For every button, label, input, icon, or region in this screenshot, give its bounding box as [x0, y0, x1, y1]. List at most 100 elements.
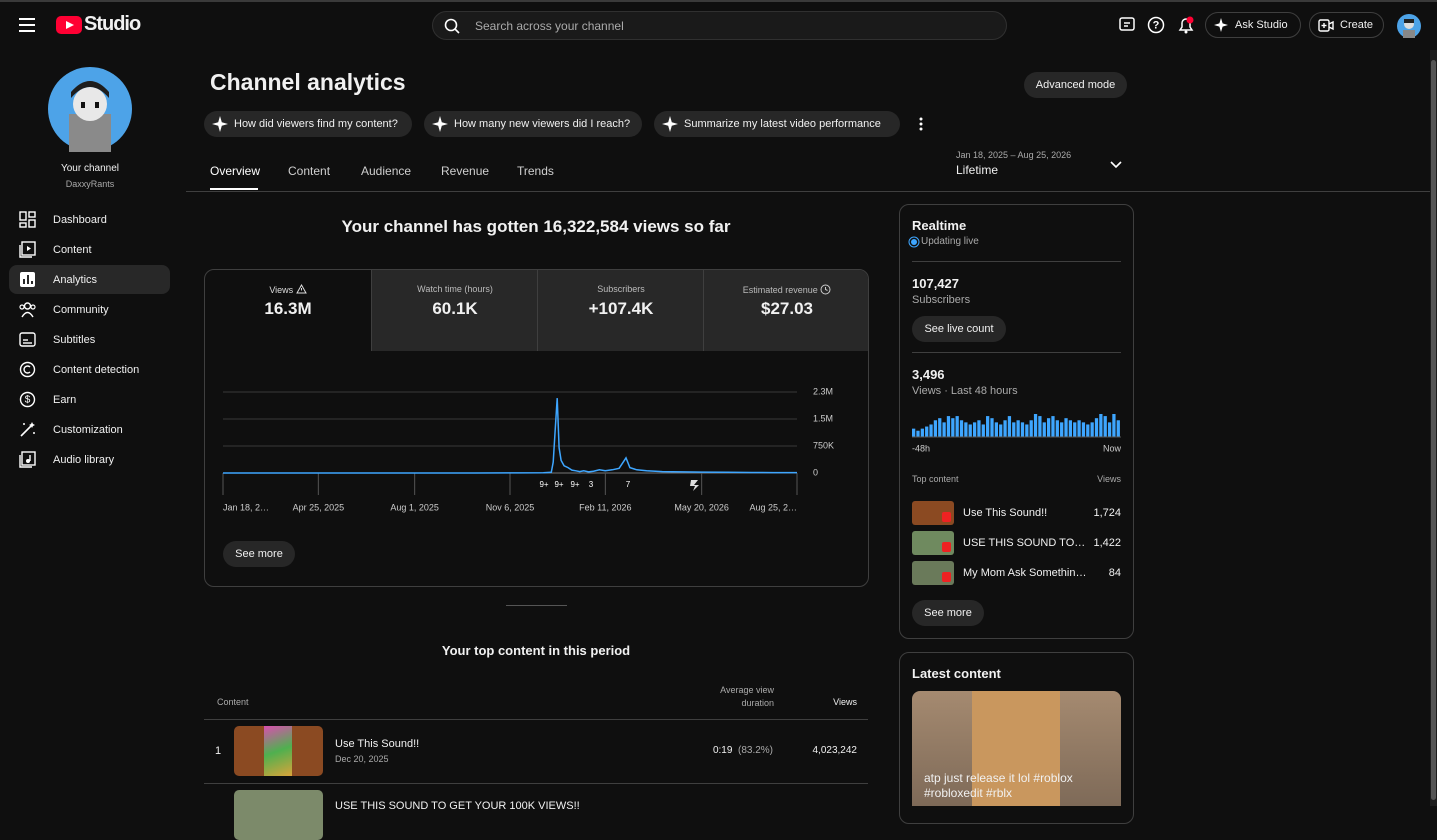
- upload-marker[interactable]: 9+: [554, 480, 563, 489]
- upload-marker[interactable]: 3: [589, 480, 594, 489]
- nav-item[interactable]: Dashboard: [9, 205, 170, 234]
- metric-label: Subscribers: [597, 284, 645, 294]
- metric-label-text: Views: [269, 285, 294, 295]
- create-label: Create: [1340, 19, 1374, 31]
- nav-item[interactable]: Content: [9, 235, 170, 264]
- y-tick-label: 1.5M: [813, 413, 833, 423]
- x-tick-label: Aug 1, 2025: [390, 502, 439, 512]
- see-more-button[interactable]: See more: [912, 600, 984, 626]
- bar: [1081, 422, 1086, 437]
- bar: [1038, 416, 1042, 437]
- metric-tile[interactable]: Watch time (hours) 60.1K: [371, 270, 538, 351]
- bar: [972, 422, 977, 437]
- metric-label: Watch time (hours): [417, 284, 493, 294]
- item-thumbnail[interactable]: [912, 531, 954, 555]
- item-title[interactable]: My Mom Ask Somethin…: [963, 567, 1087, 579]
- bar: [959, 420, 964, 437]
- prompt-chip[interactable]: Summarize my latest video performance: [654, 111, 900, 137]
- item-thumbnail[interactable]: [912, 561, 954, 585]
- table-divider: [204, 719, 868, 720]
- upload-marker[interactable]: 9+: [570, 480, 579, 489]
- video-title[interactable]: USE THIS SOUND TO GET YOUR 100K VIEWS!!: [335, 800, 580, 812]
- bar: [925, 426, 929, 437]
- account-avatar[interactable]: [1396, 13, 1422, 39]
- duration: 0:19: [712, 745, 733, 756]
- feedback-icon[interactable]: [1118, 16, 1136, 34]
- video-thumbnail[interactable]: [234, 726, 323, 776]
- metric-value: $27.03: [761, 299, 813, 318]
- search-box[interactable]: Search across your channel: [432, 11, 1007, 40]
- logo-icon[interactable]: [56, 16, 83, 35]
- shorts-badge: [942, 512, 951, 522]
- live-indicator: [908, 236, 920, 248]
- create-icon: [1318, 19, 1334, 32]
- tab[interactable]: Content: [288, 164, 331, 178]
- menu-button[interactable]: [19, 18, 37, 32]
- logo-text[interactable]: Studio: [84, 13, 141, 35]
- ask-studio-button[interactable]: Ask Studio: [1205, 12, 1301, 38]
- column-header: Views: [833, 697, 857, 707]
- top-content-label: Top content: [912, 474, 959, 484]
- shorts-marker[interactable]: [690, 480, 699, 491]
- nav-label: Dashboard: [53, 213, 107, 226]
- metric-value: +107.4K: [588, 299, 654, 318]
- realtime-title: Realtime: [912, 218, 967, 233]
- nav-item[interactable]: $ Earn: [9, 385, 170, 414]
- scrollbar-thumb[interactable]: [1431, 60, 1436, 800]
- bar: [964, 422, 968, 437]
- search-placeholder: Search across your channel: [475, 19, 624, 33]
- period[interactable]: Lifetime: [956, 163, 999, 177]
- nav-icon: [19, 211, 36, 228]
- overview-card: Views 16.3M Watch time (hours) 60.1K Subs…: [204, 269, 869, 587]
- more-button[interactable]: [917, 116, 925, 132]
- notifications-icon[interactable]: [1176, 15, 1196, 35]
- tab[interactable]: Trends: [517, 164, 554, 178]
- date-range[interactable]: Jan 18, 2025 – Aug 25, 2026: [956, 150, 1072, 160]
- x-tick-label: Now: [1103, 443, 1122, 453]
- nav-item[interactable]: Subtitles: [9, 325, 170, 354]
- channel-avatar[interactable]: [47, 66, 133, 152]
- item-title[interactable]: USE THIS SOUND TO…: [963, 537, 1086, 549]
- bar: [1112, 414, 1116, 437]
- tab-underline: [210, 188, 258, 190]
- create-button[interactable]: Create: [1309, 12, 1384, 38]
- nav-item[interactable]: Customization: [9, 415, 170, 444]
- ask-studio-label: Ask Studio: [1235, 19, 1288, 31]
- metric-tile[interactable]: Estimated revenue $27.03: [703, 270, 868, 351]
- card-divider: [912, 352, 1121, 353]
- video-title[interactable]: Use This Sound!!: [335, 738, 420, 750]
- thumbnail-art: [264, 726, 292, 776]
- live-count-button[interactable]: See live count: [912, 316, 1006, 342]
- prompt-chip[interactable]: How many new viewers did I reach?: [424, 111, 642, 137]
- metric-tile[interactable]: Subscribers +107.4K: [537, 270, 704, 351]
- bar: [1094, 418, 1099, 437]
- svg-text:?: ?: [1153, 19, 1160, 31]
- channel-name: DaxxyRants: [65, 179, 115, 189]
- tab[interactable]: Audience: [361, 164, 412, 178]
- table-divider: [204, 783, 868, 784]
- bar: [1016, 420, 1020, 437]
- period-dropdown[interactable]: [1110, 160, 1122, 170]
- prompt-chip[interactable]: How did viewers find my content?: [204, 111, 412, 137]
- latest-thumbnail[interactable]: atp just release it lol #roblox #robloxe…: [912, 691, 1121, 806]
- nav-item[interactable]: Content detection: [9, 355, 170, 384]
- nav-icon: [19, 241, 36, 258]
- advanced-mode-button[interactable]: Advanced mode: [1024, 72, 1127, 98]
- help-icon[interactable]: ?: [1147, 16, 1165, 34]
- bar: [1042, 422, 1046, 437]
- tab-active[interactable]: Overview: [210, 164, 261, 178]
- nav-item[interactable]: Audio library: [9, 445, 170, 474]
- video-thumbnail[interactable]: [234, 790, 323, 840]
- metric-tile-active[interactable]: Views 16.3M: [205, 270, 371, 351]
- item-thumbnail[interactable]: [912, 501, 954, 525]
- prompt-text: Summarize my latest video performance: [684, 118, 881, 130]
- upload-marker[interactable]: 7: [626, 480, 631, 489]
- item-title[interactable]: Use This Sound!!: [963, 507, 1048, 519]
- metric-label: Estimated revenue: [704, 284, 868, 295]
- nav-item[interactable]: Community: [9, 295, 170, 324]
- nav-item-active[interactable]: Analytics: [9, 265, 170, 294]
- upload-marker[interactable]: 9+: [539, 480, 548, 489]
- tab[interactable]: Revenue: [441, 164, 490, 178]
- see-more-button[interactable]: See more: [223, 541, 295, 567]
